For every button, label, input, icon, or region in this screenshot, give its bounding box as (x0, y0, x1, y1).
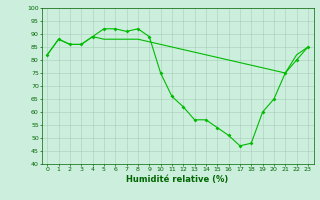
X-axis label: Humidité relative (%): Humidité relative (%) (126, 175, 229, 184)
